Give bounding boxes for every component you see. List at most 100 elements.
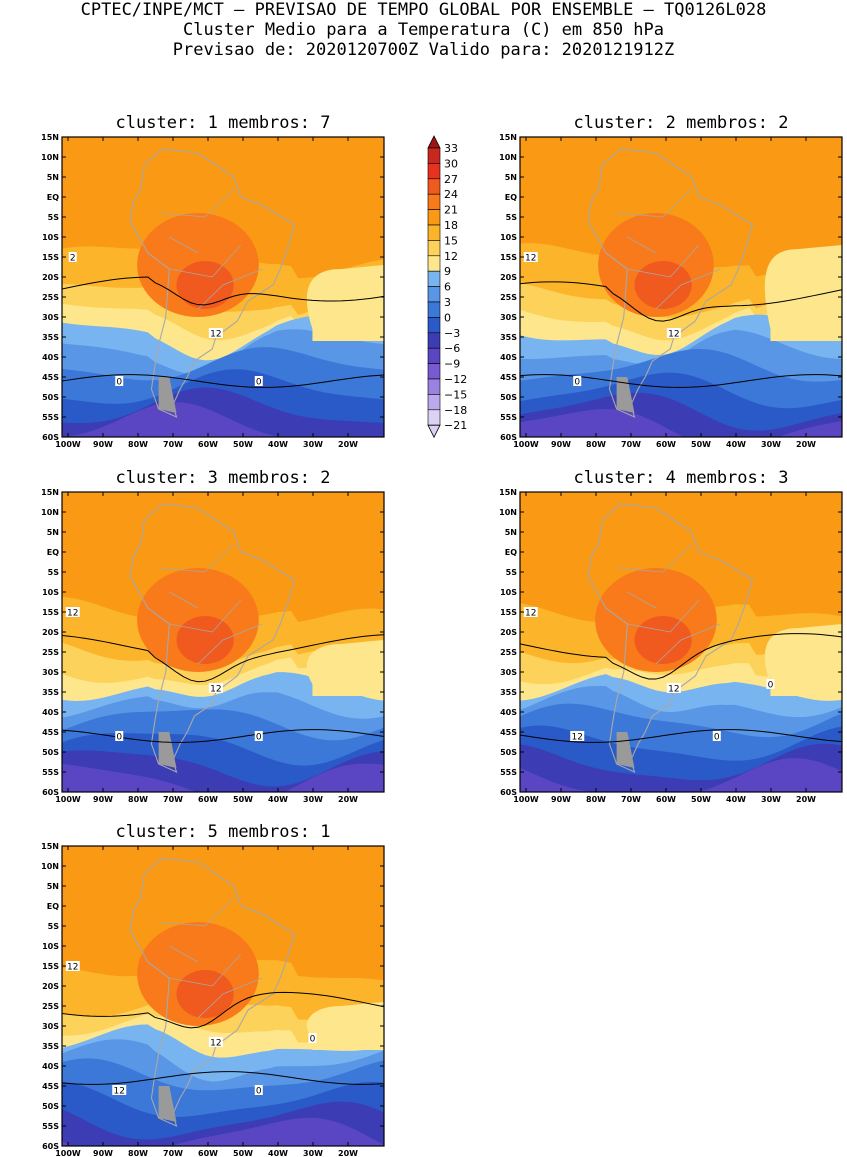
map-frame [61,845,385,1147]
colorbar-cell [427,347,441,364]
map-panel-1: 2 12 0 0 15N 10N 5N EQ 5S 10S 15S 20S 25S 30S 35S 40S 45… [41,133,385,449]
lon-tick-label: 60W [656,440,676,449]
country-border [158,188,235,218]
lon-tick-label: 40W [726,440,746,449]
header-line-3: Previsao de: 2020120700Z Valido para: 20… [172,40,675,60]
lat-tick-label: 60S [42,788,59,797]
lat-tick-label: 45S [42,373,59,382]
lat-tick-label: EQ [505,548,517,557]
lon-tick-label: 40W [726,795,746,804]
contour-label-bg [308,1033,317,1043]
country-border [197,268,263,310]
lat-tick-label: 35S [500,688,517,697]
lon-tick-label: 70W [621,795,641,804]
contour-label-bg [766,679,775,689]
contour-label-bg [115,731,124,741]
lon-tick-label: 70W [163,440,183,449]
country-border [616,188,693,218]
panel-title-5: cluster: 5 membros: 1 [115,822,331,842]
colorbar-cell [427,224,441,241]
country-border [627,244,700,278]
country-border [627,591,657,609]
country-border [197,977,263,1019]
colorbar-label: 0 [444,311,451,324]
lat-tick-label: 45S [500,373,517,382]
contour-label-bg [523,252,538,262]
lat-tick-label: 40S [500,353,517,362]
lat-tick-label: 20S [500,273,517,282]
contour-label-bg [68,252,77,262]
contour-label-bg [666,683,681,693]
lat-tick-label: 30S [42,313,59,322]
colorbar-cell [427,378,441,395]
lon-tick-label: 40W [268,440,288,449]
map-frame [61,136,385,438]
header-line-1: CPTEC/INPE/MCT – PREVISAO DE TEMPO GLOBA… [80,0,767,20]
lon-tick-label: 90W [93,795,113,804]
lat-tick-label: 5N [505,173,517,182]
temperature-band [63,402,384,437]
colorbar-label: −21 [444,419,467,432]
lat-tick-label: 30S [42,668,59,677]
lat-tick-label: 25S [42,1002,59,1011]
lat-tick-label: 10S [42,942,59,951]
warm-ocean-region [764,624,842,696]
lon-tick-label: 90W [551,440,571,449]
colorbar-label: −18 [444,404,467,417]
continent-outline [587,148,754,418]
lat-tick-label: 35S [42,688,59,697]
panel-title-4: cluster: 4 membros: 3 [573,468,789,488]
colorbar-cell [427,163,441,180]
contour-label: 12 [572,733,583,743]
contour-label: 2 [70,254,76,264]
lon-tick-label: 30W [761,795,781,804]
lat-tick-label: EQ [505,193,517,202]
lon-tick-label: 70W [163,1149,183,1157]
lat-tick-label: EQ [47,548,59,557]
contour-label-bg [112,1085,127,1095]
contour-label-bg [208,1037,223,1047]
lon-tick-label: 60W [656,795,676,804]
lon-tick-label: 20W [338,440,358,449]
country-border [616,543,693,573]
lat-tick-label: 60S [500,433,517,442]
temperature-band [520,409,842,437]
contour-12 [520,633,842,680]
lat-tick-label: 5S [48,568,60,577]
lat-tick-label: 15N [41,133,59,142]
lat-tick-label: 25S [42,293,59,302]
lon-tick-label: 80W [586,795,606,804]
lat-tick-label: 10S [42,233,59,242]
colorbar-cell [427,147,441,164]
lon-tick-label: 30W [303,1149,323,1157]
country-border [169,953,242,987]
contour-label: 12 [210,685,221,695]
patagonia-land [158,732,177,768]
contour-label: 0 [116,378,122,388]
contour-label-bg [570,731,585,741]
lon-tick-label: 80W [128,440,148,449]
lon-tick-label: 70W [163,795,183,804]
lon-tick-label: 100W [55,440,81,449]
contour-label-bg [712,731,721,741]
lat-tick-label: 30S [42,1022,59,1031]
country-border [655,623,721,665]
lat-tick-label: 60S [500,788,517,797]
lat-tick-label: 10S [500,233,517,242]
lat-tick-label: 50S [42,1102,59,1111]
lon-tick-label: 80W [128,1149,148,1157]
country-border [169,945,199,963]
colorbar-label: 12 [444,250,458,263]
lon-tick-label: 20W [796,795,816,804]
map-panel-4: 12 12 12 0 0 15N 10N 5N EQ 5S 10S 15S 20S 25S 30S 35S 40… [499,488,843,804]
lat-tick-label: 5N [47,173,59,182]
contour-label: 0 [714,733,720,743]
lon-tick-label: 40W [268,795,288,804]
warm-ocean-region [764,245,842,341]
temperature-band [62,763,384,792]
lon-tick-label: 20W [796,440,816,449]
lon-tick-label: 50W [233,795,253,804]
colorbar-cell [427,209,441,226]
colorbar-label: 21 [444,204,458,217]
lat-tick-label: 20S [42,273,59,282]
